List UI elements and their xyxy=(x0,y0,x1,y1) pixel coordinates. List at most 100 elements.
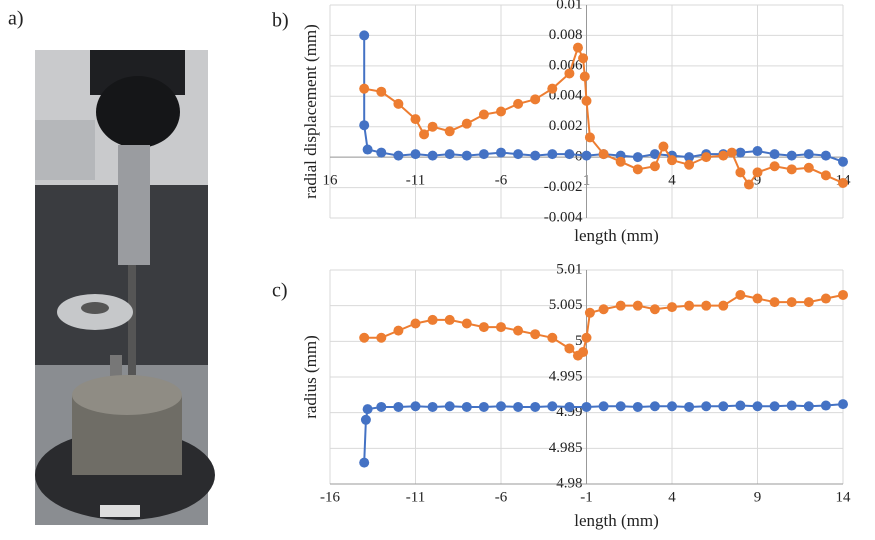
data-point xyxy=(753,146,763,156)
data-point xyxy=(359,30,369,40)
figure: a) b)-0.004-0.00200.0020.0040.0060.0080.… xyxy=(0,0,875,540)
data-point xyxy=(547,333,557,343)
data-point xyxy=(838,157,848,167)
x-tick-label: -6 xyxy=(495,489,508,505)
data-point xyxy=(393,326,403,336)
data-point xyxy=(445,126,455,136)
data-point xyxy=(787,401,797,411)
data-point xyxy=(445,315,455,325)
data-point xyxy=(753,294,763,304)
data-point xyxy=(838,290,848,300)
data-point xyxy=(411,401,421,411)
data-point xyxy=(770,297,780,307)
data-point xyxy=(513,149,523,159)
data-point xyxy=(787,164,797,174)
y-tick-label: 0.01 xyxy=(556,0,582,12)
data-point xyxy=(428,151,438,161)
data-point xyxy=(513,99,523,109)
data-point xyxy=(547,149,557,159)
x-tick-label: -11 xyxy=(406,489,425,505)
data-point xyxy=(744,180,754,190)
data-point xyxy=(735,401,745,411)
data-point xyxy=(479,322,489,332)
data-point xyxy=(650,304,660,314)
data-point xyxy=(547,84,557,94)
data-point xyxy=(650,161,660,171)
data-point xyxy=(658,141,668,151)
data-point xyxy=(462,151,472,161)
series-line xyxy=(364,35,843,161)
data-point xyxy=(667,302,677,312)
data-point xyxy=(633,164,643,174)
data-point xyxy=(633,152,643,162)
data-point xyxy=(479,110,489,120)
data-point xyxy=(428,315,438,325)
x-tick-label: -6 xyxy=(495,173,508,189)
data-point xyxy=(580,72,590,82)
data-point xyxy=(496,401,506,411)
data-point xyxy=(582,151,592,161)
data-point xyxy=(821,170,831,180)
data-point xyxy=(376,402,386,412)
data-point xyxy=(582,402,592,412)
data-point xyxy=(684,160,694,170)
y-tick-label: -0.002 xyxy=(544,179,583,195)
data-point xyxy=(496,107,506,117)
data-point xyxy=(821,294,831,304)
data-point xyxy=(564,149,574,159)
data-point xyxy=(411,319,421,329)
data-point xyxy=(578,53,588,63)
data-point xyxy=(359,333,369,343)
data-point xyxy=(770,149,780,159)
data-point xyxy=(753,167,763,177)
data-point xyxy=(753,401,763,411)
data-point xyxy=(496,148,506,158)
data-point xyxy=(838,399,848,409)
data-point xyxy=(359,84,369,94)
data-point xyxy=(582,96,592,106)
data-point xyxy=(361,415,371,425)
data-point xyxy=(821,401,831,411)
data-point xyxy=(735,148,745,158)
data-point xyxy=(616,301,626,311)
data-point xyxy=(616,157,626,167)
data-point xyxy=(363,145,373,155)
y-tick-label: 5 xyxy=(575,333,583,349)
data-point xyxy=(376,148,386,158)
data-point xyxy=(513,402,523,412)
data-point xyxy=(393,99,403,109)
data-point xyxy=(530,402,540,412)
data-point xyxy=(479,149,489,159)
photo xyxy=(35,50,215,525)
y-tick-label: 5.01 xyxy=(556,261,582,277)
data-point xyxy=(650,401,660,411)
data-point xyxy=(411,114,421,124)
data-point xyxy=(727,148,737,158)
y-tick-label: -0.004 xyxy=(544,209,583,225)
data-point xyxy=(530,329,540,339)
x-tick-label: 4 xyxy=(668,489,676,505)
data-point xyxy=(804,297,814,307)
data-point xyxy=(445,401,455,411)
data-point xyxy=(804,401,814,411)
data-point xyxy=(573,43,583,53)
data-point xyxy=(462,402,472,412)
data-point xyxy=(616,401,626,411)
data-point xyxy=(496,322,506,332)
data-point xyxy=(393,151,403,161)
data-point xyxy=(578,347,588,357)
y-tick-label: 4.995 xyxy=(549,368,583,384)
x-tick-label: -1 xyxy=(580,489,593,505)
data-point xyxy=(838,178,848,188)
data-point xyxy=(547,401,557,411)
data-point xyxy=(599,304,609,314)
x-tick-label: 14 xyxy=(836,489,852,505)
data-point xyxy=(718,401,728,411)
data-point xyxy=(462,319,472,329)
y-tick-label: 4.985 xyxy=(549,440,583,456)
data-point xyxy=(787,297,797,307)
x-tick-label: 4 xyxy=(668,173,676,189)
data-point xyxy=(530,151,540,161)
data-point xyxy=(513,326,523,336)
data-point xyxy=(376,87,386,97)
